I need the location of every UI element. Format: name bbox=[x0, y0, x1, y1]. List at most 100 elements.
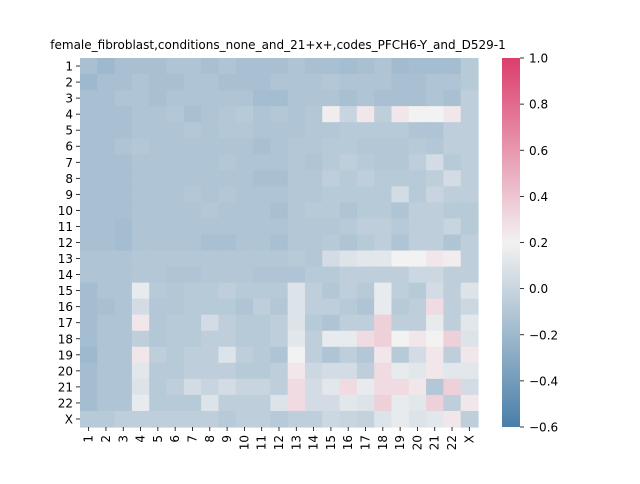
heatmap-cell bbox=[270, 394, 289, 412]
heatmap-cell bbox=[356, 106, 375, 123]
heatmap-cell bbox=[408, 170, 427, 187]
heatmap-cell bbox=[322, 314, 341, 332]
x-tick-label: 8 bbox=[203, 435, 217, 443]
heatmap-cell bbox=[426, 218, 444, 236]
heatmap-cell bbox=[426, 394, 444, 412]
heatmap-cell bbox=[374, 394, 393, 412]
heatmap-cell bbox=[166, 170, 185, 187]
heatmap-cell bbox=[443, 202, 462, 220]
heatmap-cell bbox=[443, 378, 462, 396]
heatmap-cell bbox=[270, 330, 289, 348]
heatmap-cell bbox=[114, 122, 133, 139]
heatmap-cell bbox=[356, 154, 375, 171]
heatmap-cell bbox=[97, 330, 116, 348]
heatmap-cell bbox=[287, 298, 306, 316]
heatmap-cell bbox=[166, 106, 185, 123]
y-tick-label: 10 bbox=[58, 204, 73, 218]
heatmap-cell bbox=[149, 58, 168, 75]
y-tick-label: 11 bbox=[58, 220, 73, 234]
heatmap-cell bbox=[443, 298, 462, 316]
heatmap-cell bbox=[131, 218, 150, 236]
heatmap-cell bbox=[218, 74, 237, 91]
heatmap-cell bbox=[253, 410, 271, 428]
heatmap-cell bbox=[218, 58, 237, 75]
heatmap-cell bbox=[304, 346, 323, 364]
heatmap-cell bbox=[322, 58, 341, 75]
heatmap-cell bbox=[426, 138, 444, 155]
heatmap-cell bbox=[270, 250, 289, 268]
heatmap-cell bbox=[460, 170, 479, 187]
heatmap-cell bbox=[356, 202, 375, 220]
heatmap-cell bbox=[131, 298, 150, 316]
heatmap-cell bbox=[166, 378, 185, 396]
heatmap-cell bbox=[201, 410, 220, 428]
heatmap-cell bbox=[183, 362, 202, 380]
heatmap-cell bbox=[149, 362, 168, 380]
chart-title: female_fibroblast,conditions_none_and_21… bbox=[50, 38, 505, 52]
heatmap-cell bbox=[322, 218, 341, 236]
heatmap-cell bbox=[339, 298, 358, 316]
heatmap-cell bbox=[201, 234, 220, 252]
heatmap-cell bbox=[339, 90, 358, 107]
heatmap-cell bbox=[149, 154, 168, 171]
heatmap-cell bbox=[391, 138, 410, 155]
colorbar-gradient bbox=[502, 58, 520, 427]
heatmap-cell bbox=[460, 394, 479, 412]
heatmap-cell bbox=[408, 186, 427, 203]
heatmap-cell bbox=[426, 282, 444, 300]
heatmap-cell bbox=[131, 138, 150, 155]
heatmap-cell bbox=[97, 58, 116, 75]
heatmap-cell bbox=[253, 378, 271, 396]
heatmap-cell bbox=[201, 250, 220, 268]
heatmap-cell bbox=[443, 330, 462, 348]
heatmap-cell bbox=[374, 330, 393, 348]
heatmap-cell bbox=[443, 346, 462, 364]
heatmap-cell bbox=[374, 90, 393, 107]
heatmap-cell bbox=[235, 266, 254, 284]
heatmap-cell bbox=[270, 266, 289, 284]
heatmap-cell bbox=[304, 170, 323, 187]
heatmap-cell bbox=[304, 282, 323, 300]
heatmap-cell bbox=[443, 362, 462, 380]
heatmap-cell bbox=[374, 202, 393, 220]
x-tick-label: 18 bbox=[376, 435, 390, 450]
heatmap-cell bbox=[356, 90, 375, 107]
heatmap-cell bbox=[287, 330, 306, 348]
heatmap-cell bbox=[391, 346, 410, 364]
heatmap-cell bbox=[218, 314, 237, 332]
heatmap-cell bbox=[408, 298, 427, 316]
heatmap-cell bbox=[253, 298, 271, 316]
heatmap-cell bbox=[391, 282, 410, 300]
heatmap-cell bbox=[97, 202, 116, 220]
heatmap-cell bbox=[460, 298, 479, 316]
heatmap-cell bbox=[166, 346, 185, 364]
heatmap-cell bbox=[97, 90, 116, 107]
heatmap-cell bbox=[80, 154, 98, 171]
heatmap-cell bbox=[322, 186, 341, 203]
heatmap-cell bbox=[183, 330, 202, 348]
heatmap-cell bbox=[443, 138, 462, 155]
heatmap-cell bbox=[253, 394, 271, 412]
y-tick-label: 18 bbox=[58, 332, 73, 346]
heatmap-cell bbox=[339, 250, 358, 268]
heatmap-cell bbox=[460, 346, 479, 364]
heatmap-cell bbox=[218, 154, 237, 171]
heatmap-cell bbox=[218, 250, 237, 268]
heatmap-cell bbox=[201, 154, 220, 171]
heatmap-cell bbox=[287, 410, 306, 428]
heatmap-cell bbox=[322, 138, 341, 155]
heatmap-cell bbox=[460, 314, 479, 332]
heatmap-cell bbox=[80, 410, 98, 428]
heatmap-cell bbox=[443, 410, 462, 428]
heatmap-cell bbox=[270, 138, 289, 155]
heatmap-cell bbox=[460, 202, 479, 220]
heatmap-cell bbox=[304, 122, 323, 139]
heatmap-cell bbox=[183, 410, 202, 428]
x-tick-label: 6 bbox=[168, 435, 182, 443]
heatmap-cell bbox=[339, 106, 358, 123]
heatmap-cell bbox=[183, 314, 202, 332]
heatmap-cell bbox=[235, 170, 254, 187]
heatmap-cell bbox=[114, 330, 133, 348]
heatmap-cell bbox=[374, 154, 393, 171]
y-tick-label: 20 bbox=[58, 364, 73, 378]
